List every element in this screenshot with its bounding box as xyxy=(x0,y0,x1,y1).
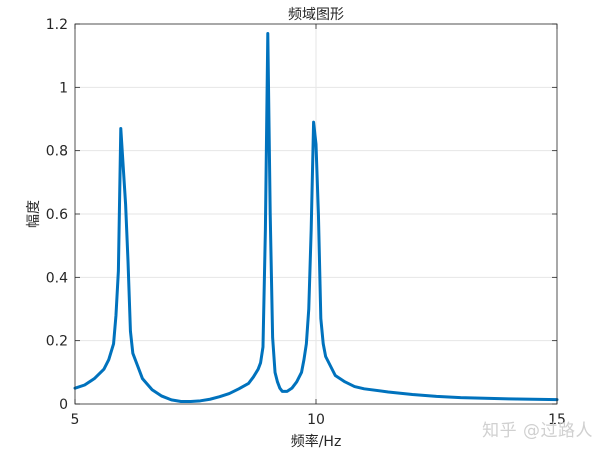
data-line xyxy=(73,32,559,403)
y-tick-label: 0 xyxy=(59,397,68,413)
y-tick-label: 0.2 xyxy=(46,334,68,350)
y-tick-label: 0.4 xyxy=(46,270,68,286)
watermark: 知乎 @过路人 xyxy=(482,421,593,441)
chart-title: 频域图形 xyxy=(288,7,344,23)
y-axis-label: 幅度 xyxy=(26,200,42,228)
grid xyxy=(75,24,557,404)
x-tick-label: 10 xyxy=(307,412,325,428)
ticks: 5 10 15 0 0.2 0.4 0.6 0.8 1 1.2 xyxy=(46,17,566,428)
x-axis-label: 频率/Hz xyxy=(291,433,342,450)
x-tick-label: 15 xyxy=(548,412,566,428)
x-tick-label: 5 xyxy=(71,412,80,428)
y-tick-label: 1 xyxy=(59,80,68,96)
y-tick-label: 1.2 xyxy=(46,17,68,33)
y-tick-label: 0.8 xyxy=(46,144,68,160)
y-tick-label: 0.6 xyxy=(46,207,68,223)
